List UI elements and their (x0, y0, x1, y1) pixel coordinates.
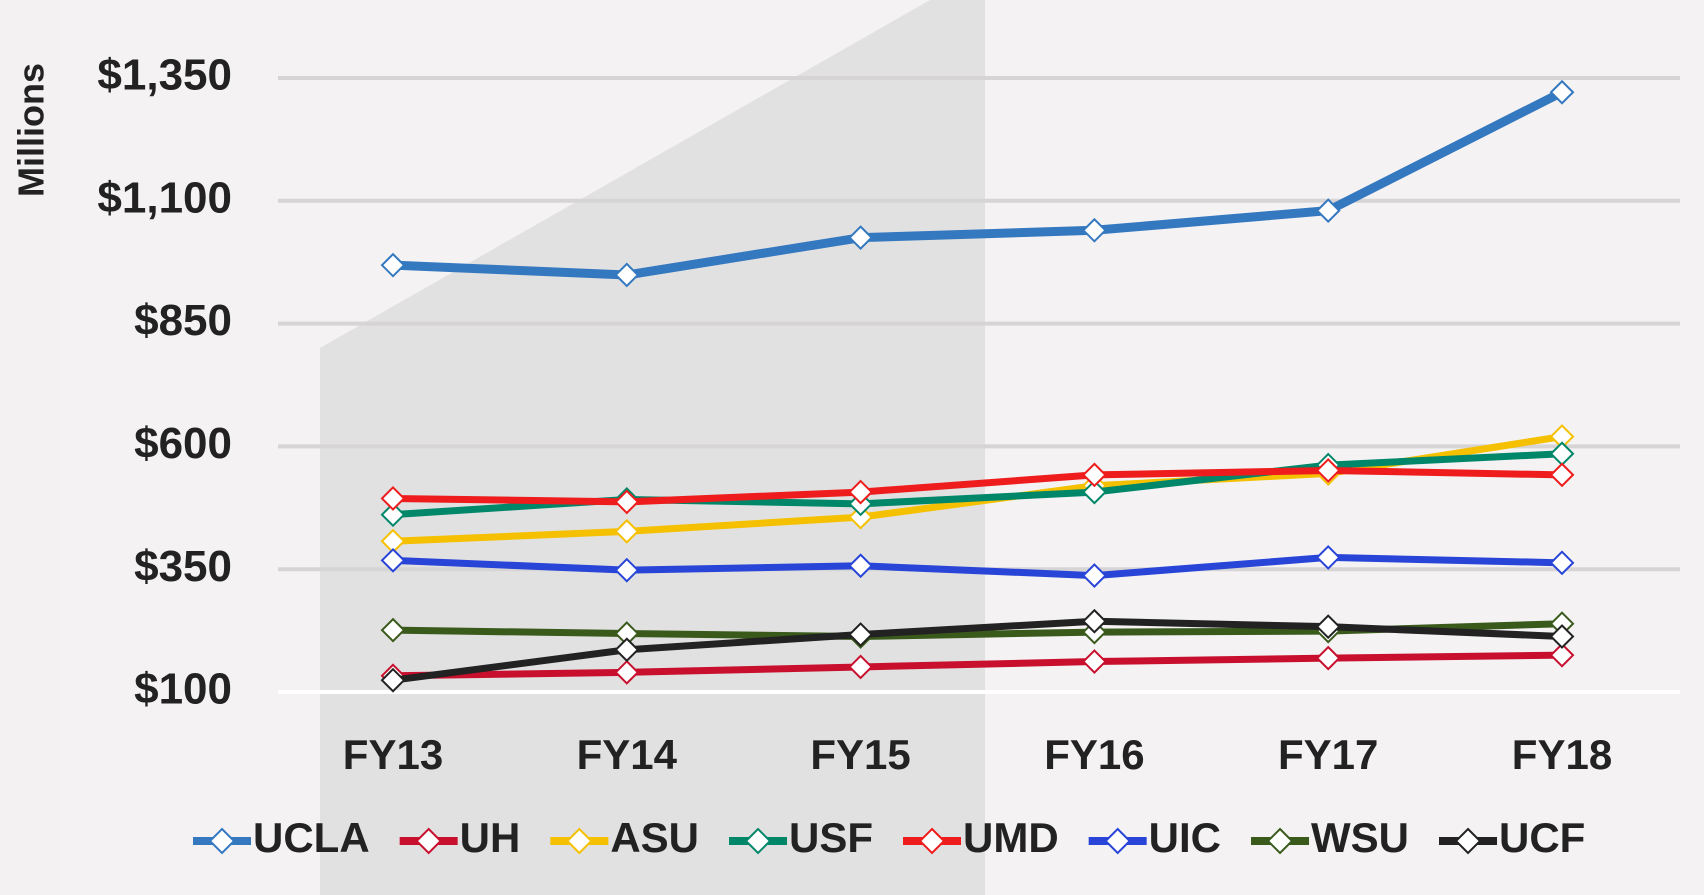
marker (614, 489, 640, 515)
marker (1549, 550, 1575, 576)
y-tick-label: $100 (134, 665, 232, 714)
line (392, 88, 1565, 280)
marker (1315, 614, 1341, 640)
marker (848, 479, 874, 505)
marker (380, 252, 406, 278)
line (392, 466, 1563, 506)
line (392, 553, 1563, 580)
marker (1081, 649, 1107, 674)
marker (1081, 462, 1107, 488)
legend-marker (208, 827, 236, 855)
marker (1549, 462, 1575, 488)
legend-marker (565, 827, 593, 855)
x-tick-label: FY14 (577, 731, 678, 778)
y-tick-label: $1,350 (97, 51, 232, 100)
legend-label: UCLA (253, 814, 370, 861)
marker (848, 654, 874, 680)
legend-marker (415, 827, 443, 855)
marker (1549, 624, 1575, 649)
marker (1081, 479, 1107, 505)
legend-label: ASU (610, 814, 699, 861)
marker (1081, 563, 1107, 589)
marker (848, 504, 874, 530)
marker (1081, 217, 1107, 243)
marker (614, 262, 640, 288)
legend-marker (1454, 827, 1482, 855)
marker (380, 547, 406, 573)
y-tick-label: $1,100 (97, 173, 232, 222)
marker (380, 486, 406, 511)
line (392, 651, 1563, 680)
line (392, 617, 1563, 684)
marker (1315, 198, 1341, 224)
marker (1315, 458, 1341, 483)
marker (1315, 544, 1341, 570)
marker (1315, 645, 1341, 671)
marker (614, 637, 640, 663)
x-tick-label: FY16 (1044, 731, 1144, 778)
marker (614, 518, 640, 544)
legend-marker (744, 827, 772, 855)
y-tick-label: $600 (134, 419, 232, 468)
y-tick-label: $350 (134, 542, 232, 591)
legend-label: UH (460, 814, 521, 861)
legend-marker (1104, 827, 1132, 855)
marker (848, 225, 874, 251)
legend-marker (918, 827, 946, 855)
legend-marker (1266, 827, 1294, 855)
x-tick-label: FY17 (1278, 731, 1378, 778)
legend-label: UMD (963, 814, 1059, 861)
marker (614, 659, 640, 685)
marker (614, 557, 640, 583)
x-tick-label: FY13 (343, 731, 443, 778)
legend-label: UCF (1499, 814, 1585, 861)
legend-label: USF (789, 814, 873, 861)
y-axis-label: Millions (11, 63, 52, 197)
x-tick-label: FY18 (1512, 731, 1612, 778)
legend-label: UIC (1149, 814, 1221, 861)
marker (1549, 642, 1575, 668)
marker (380, 617, 406, 643)
legend-label: WSU (1311, 814, 1409, 861)
marker (380, 667, 406, 693)
marker (848, 622, 874, 647)
y-tick-label: $850 (134, 296, 232, 345)
marker (848, 553, 874, 579)
marker (380, 502, 406, 528)
marker (1549, 79, 1575, 105)
marker (1081, 608, 1107, 634)
x-tick-label: FY15 (810, 731, 910, 778)
